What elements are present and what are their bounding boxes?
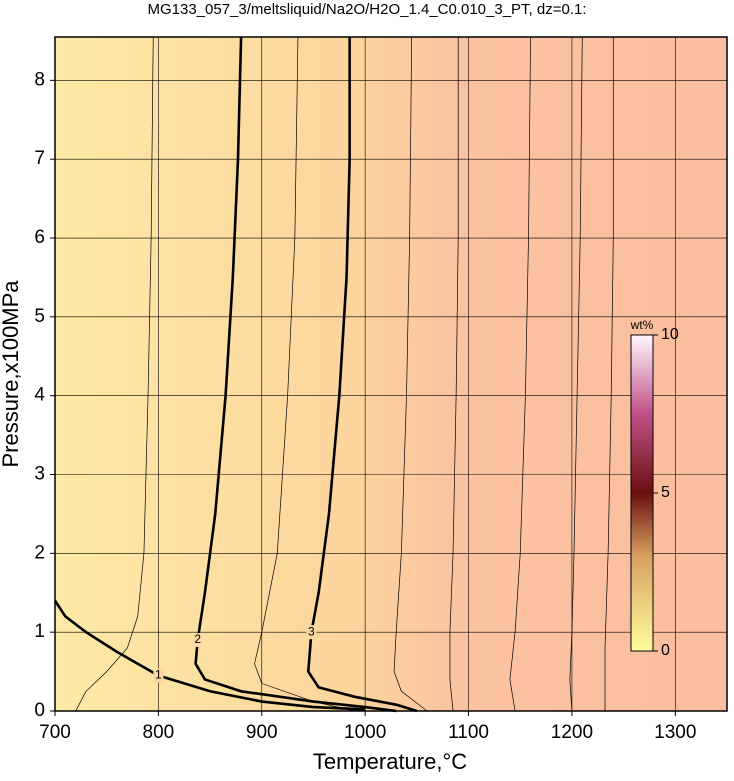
contour-line [449,37,459,712]
x-tick-label: 900 [246,722,278,743]
y-tick-label: 8 [34,69,45,90]
contour-label-bg [153,668,164,683]
chart-title: MG133_057_3/meltsliquid/Na2O/H2O_1.4_C0.… [147,1,586,18]
y-tick-label: 3 [34,464,45,485]
contour-label-bg [306,625,317,640]
contour-label-bg [192,633,203,648]
y-tick-label: 2 [34,542,45,563]
y-tick-label: 1 [34,621,45,642]
contour-line [509,36,531,712]
y-tick-label: 5 [34,306,45,327]
y-axis-label: Pressure,x100MPa [0,280,23,468]
y-tick-label: 0 [34,700,45,721]
contour-line [604,37,614,711]
contour-label: 3 [308,624,315,638]
plot-background [55,37,727,711]
contour-label: 2 [194,632,201,646]
x-tick-label: 700 [39,722,71,743]
plot-frame [54,36,728,712]
x-tick-label: 1100 [448,722,489,743]
y-tick-label: 7 [34,148,45,169]
colorbar [630,334,654,652]
colorbar-tick-label: 5 [661,484,670,501]
contour-line [393,36,428,712]
y-tick-label: 6 [34,227,45,248]
y-tick-label: 4 [34,385,45,406]
contour-label: 1 [155,668,162,682]
contour-line [254,36,355,712]
x-tick-label: 1300 [654,722,696,743]
contour-line [569,36,583,712]
x-tick-label: 1000 [344,722,386,743]
contour-line [306,37,418,713]
colorbar-tick-label: 10 [661,326,679,343]
colorbar-tick-label: 0 [661,642,670,659]
x-axis-label: Temperature,°C [313,749,467,774]
colorbar-label: wt% [630,318,654,332]
x-tick-label: 800 [143,722,175,743]
contour-line [75,36,154,712]
x-tick-label: 1200 [551,722,593,743]
